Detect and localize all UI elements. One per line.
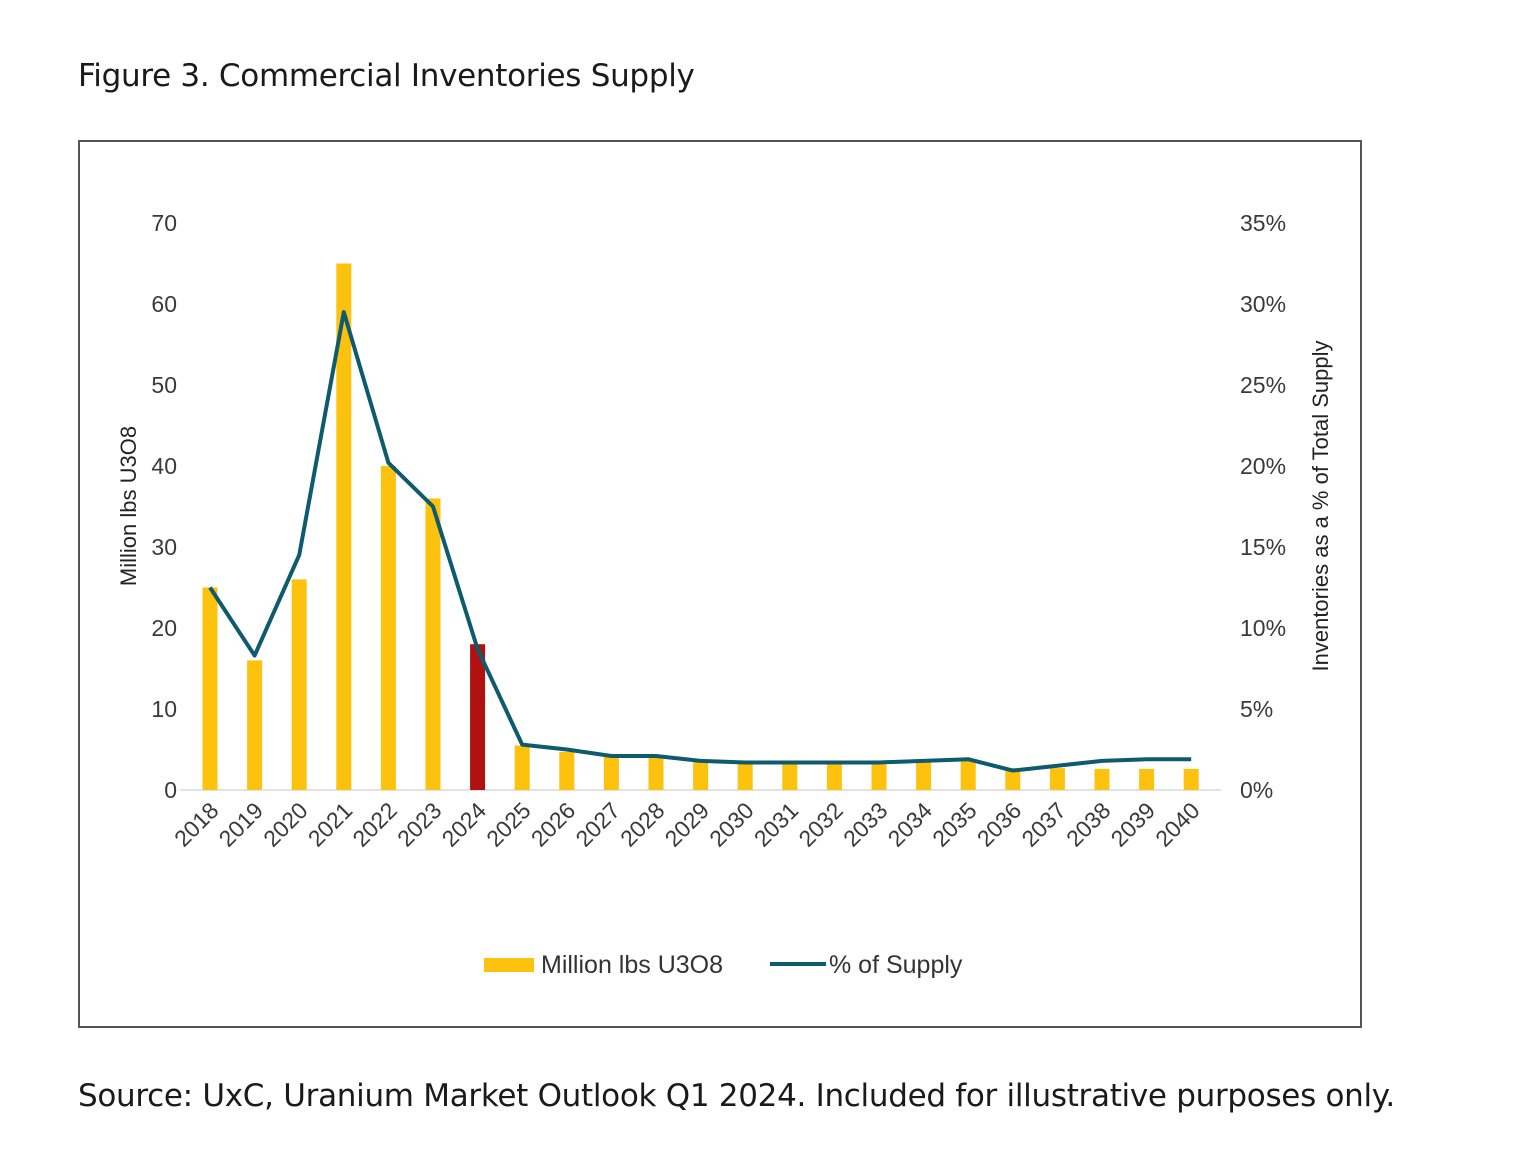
bar-2024: [470, 644, 486, 790]
legend-bar-label: Million lbs U3O8: [541, 951, 723, 979]
x-tick-2036: 2036: [972, 797, 1027, 852]
chart-frame: 0 10 20 30 40 50 60 70 0% 5% 10% 15% 20% 25% 30% 35% 2…: [78, 140, 1362, 1028]
figure-title: Figure 3. Commercial Inventories Supply: [78, 58, 695, 94]
x-tick-2026: 2026: [526, 797, 581, 852]
percent-supply-line: [208, 310, 1192, 773]
y2-tick-label: 30%: [1240, 291, 1286, 317]
x-tick-2031: 2031: [749, 797, 804, 852]
x-tick-2032: 2032: [793, 797, 848, 852]
x-tick-2039: 2039: [1106, 797, 1161, 852]
y-tick-label: 60: [151, 291, 177, 317]
bar-2040: [1183, 768, 1199, 790]
x-tick-2028: 2028: [615, 797, 670, 852]
bar-2025: [514, 745, 530, 790]
bar-2037: [1049, 768, 1065, 790]
bar-2019: [247, 660, 263, 790]
bar-2032: [826, 763, 842, 790]
x-tick-2020: 2020: [258, 797, 313, 852]
bar-2034: [916, 761, 932, 790]
right-axis-title: Inventories as a % of Total Supply: [1308, 340, 1333, 671]
bar-2031: [782, 763, 798, 790]
bar-2028: [648, 756, 664, 790]
x-tick-2021: 2021: [303, 797, 358, 852]
x-tick-2024: 2024: [437, 797, 492, 852]
bar-2030: [737, 763, 753, 790]
y2-tick-label: 15%: [1240, 534, 1286, 560]
source-note: Source: UxC, Uranium Market Outlook Q1 2…: [78, 1078, 1395, 1114]
bar-2036: [1005, 768, 1021, 790]
bar-2020: [291, 579, 307, 790]
y2-tick-label: 10%: [1240, 615, 1286, 641]
bar-2027: [603, 755, 619, 790]
x-tick-2022: 2022: [347, 797, 402, 852]
x-tick-2025: 2025: [481, 797, 536, 852]
y-tick-label: 10: [151, 696, 177, 722]
x-tick-2034: 2034: [883, 797, 938, 852]
y-tick-label: 20: [151, 615, 177, 641]
legend-line-label: % of Supply: [829, 951, 963, 979]
x-tick-2037: 2037: [1016, 797, 1071, 852]
bar-2018: [202, 587, 218, 790]
legend: Million lbs U3O8 % of Supply: [484, 951, 963, 979]
y-tick-label: 0: [164, 777, 177, 803]
left-axis-title: Million lbs U3O8: [116, 426, 141, 586]
legend-bar-swatch: [484, 958, 534, 972]
bar-2038: [1094, 768, 1110, 790]
y-tick-label: 30: [151, 534, 177, 560]
y-tick-label: 50: [151, 372, 177, 398]
x-tick-2029: 2029: [660, 797, 715, 852]
x-tick-2018: 2018: [169, 797, 224, 852]
x-tick-2038: 2038: [1061, 797, 1116, 852]
bar-2035: [960, 760, 976, 790]
y2-tick-label: 35%: [1240, 210, 1286, 236]
y2-tick-label: 0%: [1240, 777, 1273, 803]
bar-series: [202, 263, 1199, 790]
bar-2033: [871, 763, 887, 790]
bar-2021: [336, 263, 352, 790]
bar-2039: [1139, 768, 1155, 790]
bar-2023: [425, 498, 441, 790]
bar-2026: [559, 751, 575, 790]
left-axis-ticks: 0 10 20 30 40 50 60 70: [151, 210, 177, 803]
right-axis-ticks: 0% 5% 10% 15% 20% 25% 30% 35%: [1240, 210, 1286, 803]
x-tick-2030: 2030: [704, 797, 759, 852]
bar-2029: [693, 760, 709, 790]
x-tick-2040: 2040: [1150, 797, 1205, 852]
x-tick-2023: 2023: [392, 797, 447, 852]
x-axis-ticks: 2018201920202021202220232024202520262027…: [169, 797, 1205, 852]
y2-tick-label: 20%: [1240, 453, 1286, 479]
x-tick-2027: 2027: [570, 797, 625, 852]
bar-2022: [380, 466, 396, 790]
y-tick-label: 70: [151, 210, 177, 236]
y-tick-label: 40: [151, 453, 177, 479]
y2-tick-label: 25%: [1240, 372, 1286, 398]
y2-tick-label: 5%: [1240, 696, 1273, 722]
x-tick-2035: 2035: [927, 797, 982, 852]
x-tick-2019: 2019: [214, 797, 269, 852]
x-tick-2033: 2033: [838, 797, 893, 852]
